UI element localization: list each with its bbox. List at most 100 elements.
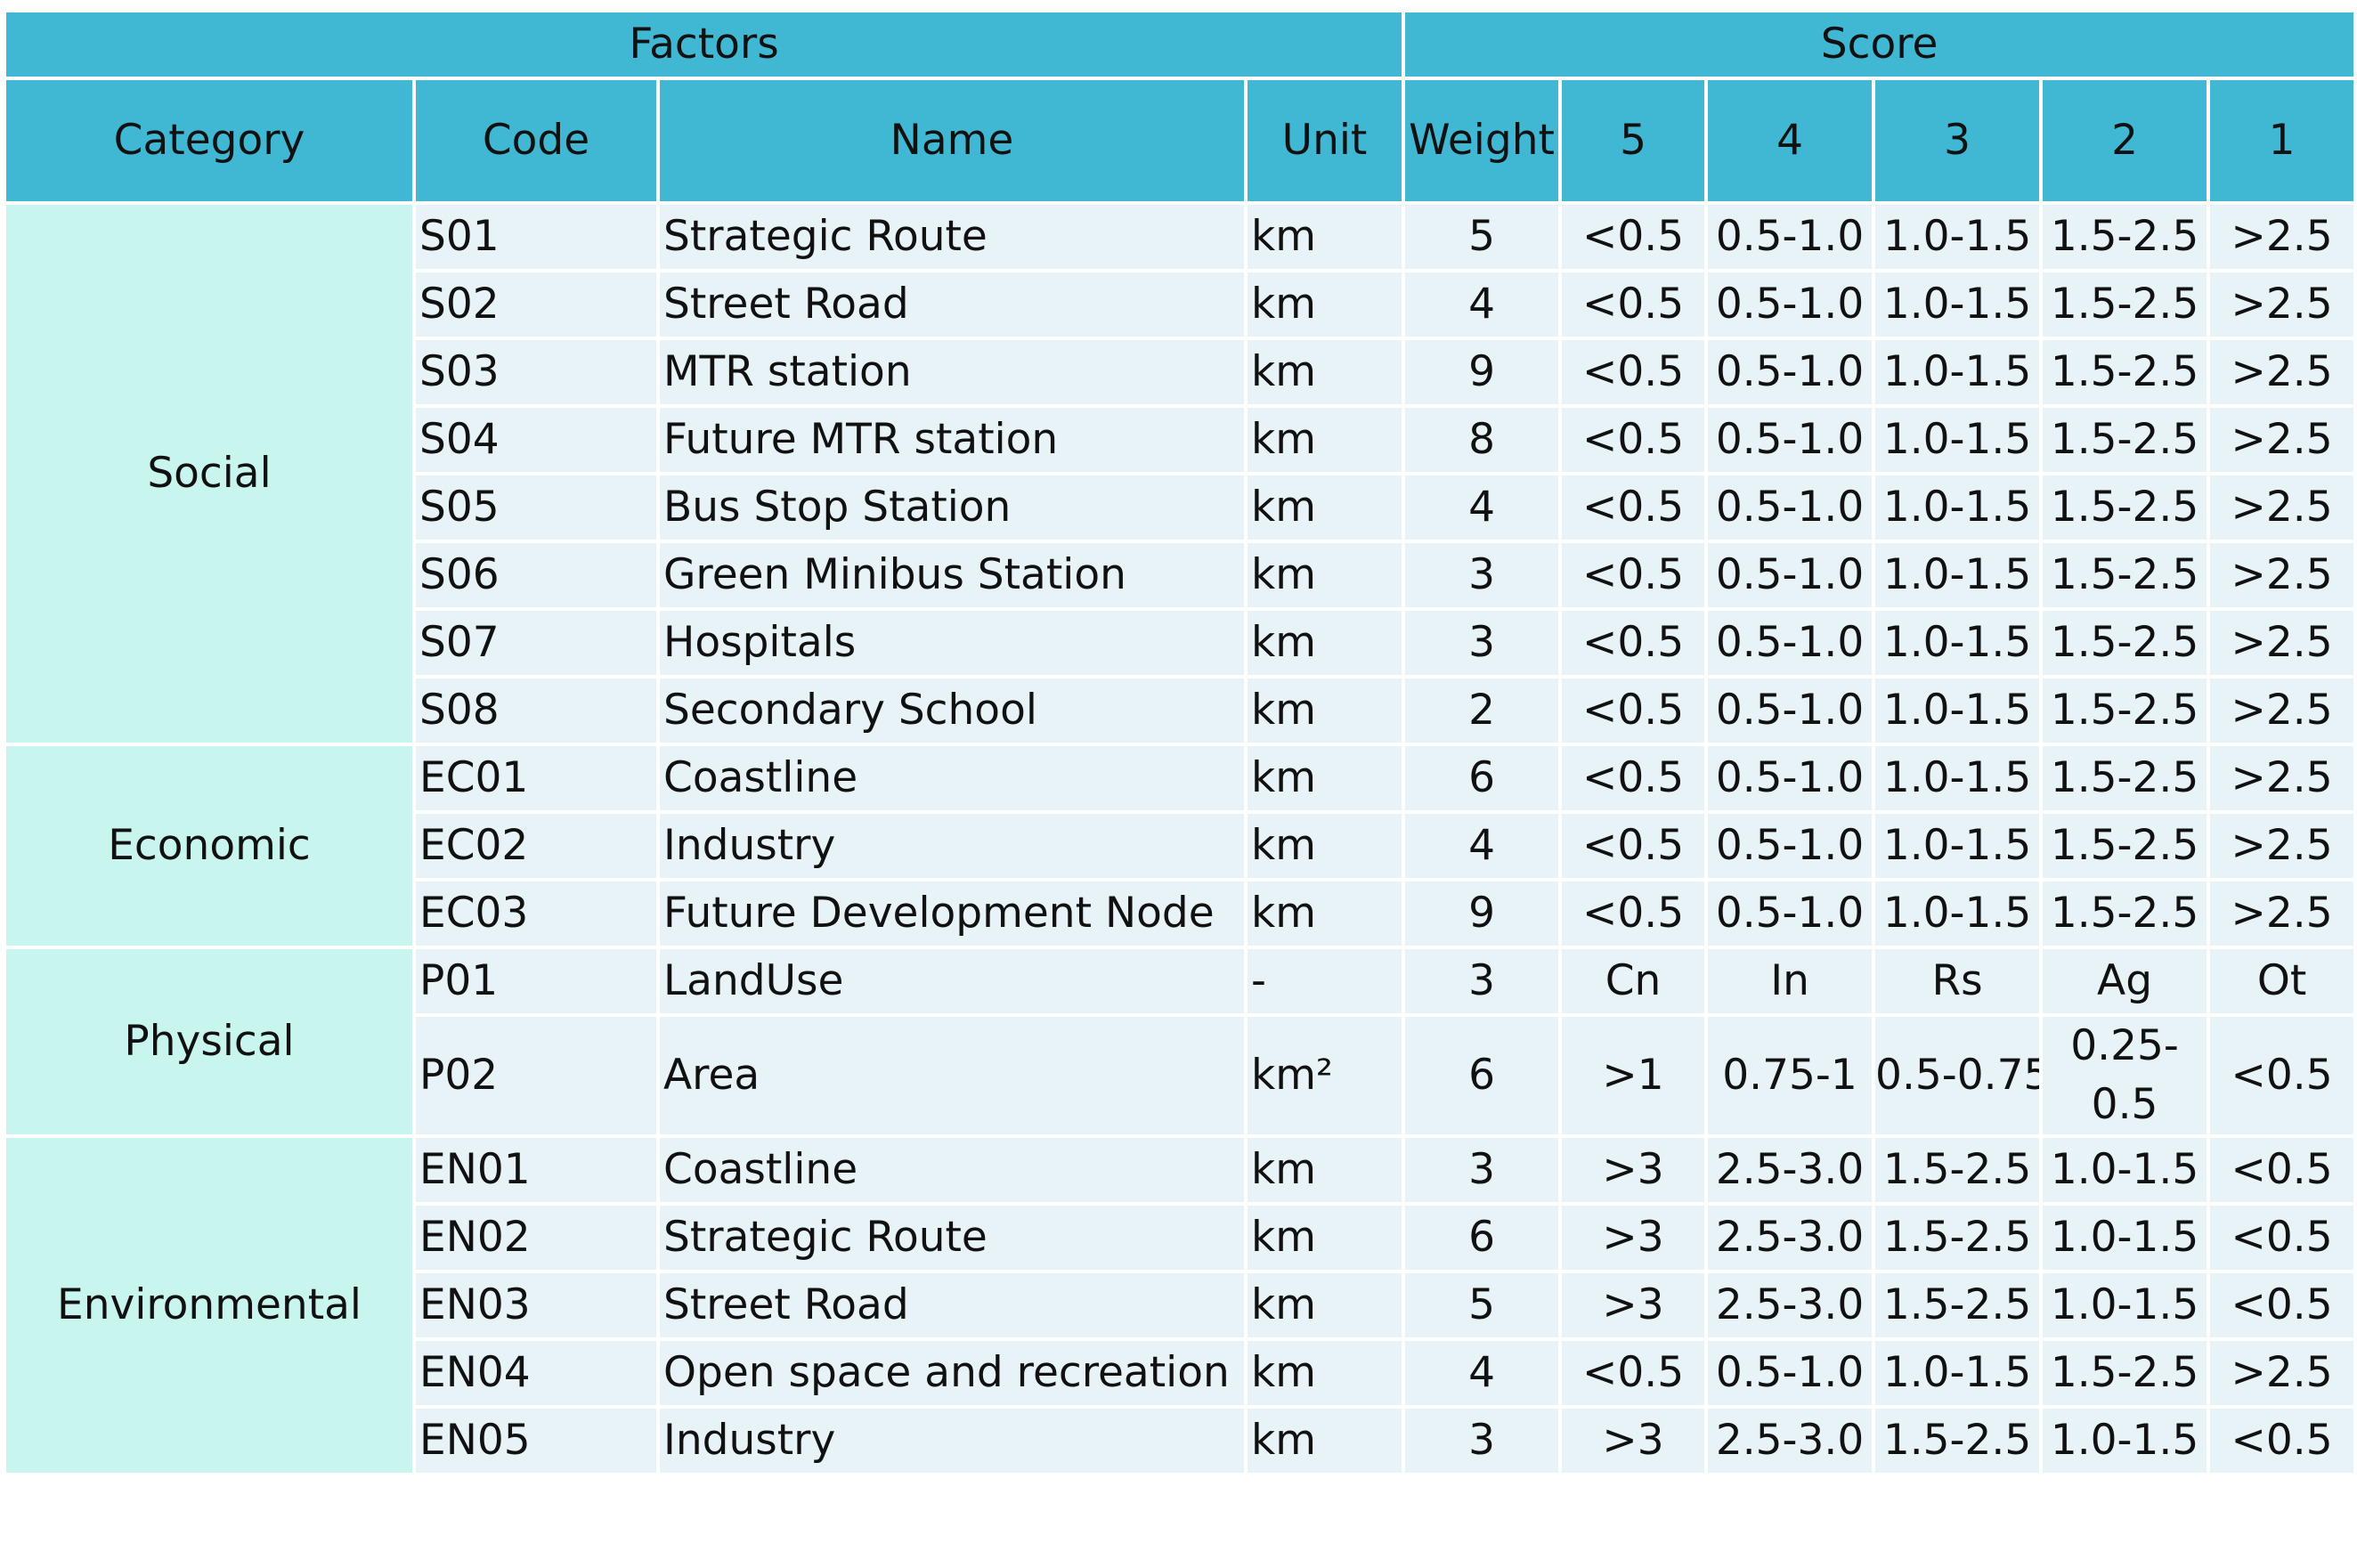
score-cell-3: 1.0-1.5 (1872, 472, 2044, 543)
score-cell-4: 0.5-1.0 (1704, 1337, 1876, 1409)
name-cell: Street Road (656, 1270, 1248, 1341)
score-cell-3: Rs (1872, 946, 2044, 1017)
table-row: P02 Area km² 6 >1 0.75-1 0.5-0.75 0.25-0.5 <0.5 (4, 1013, 2357, 1138)
unit-cell: - (1243, 946, 1406, 1017)
score-cell-2: 1.5-2.5 (2039, 404, 2211, 475)
weight-cell: 5 (1402, 201, 1563, 272)
score-cell-1: <0.5 (2207, 1405, 2357, 1476)
code-cell: S05 (412, 472, 660, 543)
code-cell: P02 (412, 1013, 660, 1138)
score-cell-1: >2.5 (2207, 743, 2357, 814)
table-row: S07 Hospitals km 3 <0.5 0.5-1.0 1.0-1.5 1.5-2.5… (4, 607, 2357, 678)
table-row: Social S01 Strategic Route km 5 <0.5 0.5-1.0 1.… (3, 201, 2357, 746)
score-cell-4: 0.75-1 (1704, 1013, 1876, 1138)
name-cell: LandUse (656, 946, 1248, 1017)
weight-cell: 6 (1402, 1013, 1563, 1138)
table-row: EN02 Strategic Route km 6 >3 2.5-3.0 1.5-2.5 1.… (4, 1202, 2357, 1273)
score-cell-1: >2.5 (2207, 404, 2357, 475)
score-cell-1: <0.5 (2207, 1134, 2357, 1206)
name-cell: Strategic Route (656, 1202, 1248, 1273)
score-cell-1: <0.5 (2207, 1270, 2357, 1341)
category-cell: Environmental (3, 1134, 416, 1476)
score-cell-4: 0.5-1.0 (1704, 540, 1876, 611)
score-cell-2: 0.25-0.5 (2039, 1013, 2211, 1138)
score-cell-4: 2.5-3.0 (1704, 1405, 1876, 1476)
header-row-columns: Category Code Name Unit Weight 5 4 3 2 1 (3, 77, 2357, 205)
score-cell-3: 1.0-1.5 (1872, 201, 2044, 272)
name-cell: Future MTR station (656, 404, 1248, 475)
score-cell-5: <0.5 (1558, 878, 1709, 949)
code-cell: EC01 (412, 743, 660, 814)
score-cell-4: 0.5-1.0 (1704, 878, 1876, 949)
unit-cell: km (1243, 269, 1406, 340)
unit-cell: km (1243, 472, 1406, 543)
score-cell-5: <0.5 (1558, 404, 1709, 475)
unit-cell: km (1243, 607, 1406, 678)
score-cell-3: 1.0-1.5 (1872, 810, 2044, 881)
code-cell: S08 (412, 675, 660, 746)
score-cell-3: 1.0-1.5 (1872, 540, 2044, 611)
name-cell: Bus Stop Station (656, 472, 1248, 543)
score-cell-5: >1 (1558, 1013, 1709, 1138)
header-score-1: 1 (2207, 77, 2357, 205)
header-category: Category (3, 77, 416, 205)
table-row: EN04 Open space and recreation km 4 <0.5 0.5-… (4, 1337, 2357, 1409)
unit-cell: km (1243, 1270, 1406, 1341)
score-cell-1: >2.5 (2207, 1337, 2357, 1409)
score-cell-2: 1.5-2.5 (2039, 878, 2211, 949)
category-cell: Social (3, 201, 416, 746)
weight-cell: 3 (1402, 946, 1563, 1017)
category-cell: Physical (3, 946, 416, 1138)
unit-cell: km (1243, 1202, 1406, 1273)
score-cell-2: 1.5-2.5 (2039, 607, 2211, 678)
score-cell-5: <0.5 (1558, 743, 1709, 814)
score-cell-2: 1.5-2.5 (2039, 337, 2211, 408)
score-cell-5: <0.5 (1558, 540, 1709, 611)
weight-cell: 9 (1402, 878, 1563, 949)
score-cell-4: 2.5-3.0 (1704, 1134, 1876, 1206)
score-cell-5: >3 (1558, 1202, 1709, 1273)
weight-cell: 5 (1402, 1270, 1563, 1341)
score-cell-5: >3 (1558, 1270, 1709, 1341)
table-row: EN03 Street Road km 5 >3 2.5-3.0 1.5-2.5 1.0-1.… (4, 1270, 2357, 1341)
score-cell-2: 1.5-2.5 (2039, 1337, 2211, 1409)
score-cell-5: <0.5 (1558, 472, 1709, 543)
weight-cell: 4 (1402, 269, 1563, 340)
table-row: Environmental EN01 Coastline km 3 >3 2.5-3.0 1.… (3, 1134, 2357, 1476)
code-cell: S03 (412, 337, 660, 408)
score-cell-1: >2.5 (2207, 810, 2357, 881)
code-cell: S07 (412, 607, 660, 678)
score-cell-1: Ot (2207, 946, 2357, 1017)
score-cell-5: <0.5 (1558, 810, 1709, 881)
unit-cell: km (1243, 675, 1406, 746)
score-cell-2: 1.0-1.5 (2039, 1270, 2211, 1341)
score-cell-4: 0.5-1.0 (1704, 404, 1876, 475)
header-score-2: 2 (2039, 77, 2211, 205)
weight-cell: 4 (1402, 1337, 1563, 1409)
weight-cell: 3 (1402, 1134, 1563, 1206)
unit-cell: km (1243, 337, 1406, 408)
code-cell: S04 (412, 404, 660, 475)
weight-cell: 6 (1402, 743, 1563, 814)
score-cell-5: >3 (1558, 1134, 1709, 1206)
unit-cell: km (1243, 810, 1406, 881)
score-cell-3: 1.0-1.5 (1872, 878, 2044, 949)
table-row: S04 Future MTR station km 8 <0.5 0.5-1.0 1.0-1… (4, 404, 2357, 475)
name-cell: Future Development Node (656, 878, 1248, 949)
weight-cell: 9 (1402, 337, 1563, 408)
score-cell-3: 1.5-2.5 (1872, 1134, 2044, 1206)
score-cell-1: >2.5 (2207, 540, 2357, 611)
score-cell-2: 1.5-2.5 (2039, 810, 2211, 881)
table-row: S03 MTR station km 9 <0.5 0.5-1.0 1.0-1.5 1.5-2… (4, 337, 2357, 408)
header-code: Code (412, 77, 660, 205)
code-cell: S01 (412, 201, 660, 272)
score-cell-3: 1.0-1.5 (1872, 743, 2044, 814)
name-cell: Open space and recreation (656, 1337, 1248, 1409)
weight-cell: 3 (1402, 540, 1563, 611)
score-cell-3: 1.0-1.5 (1872, 1337, 2044, 1409)
score-cell-2: 1.5-2.5 (2039, 201, 2211, 272)
weight-cell: 3 (1402, 1405, 1563, 1476)
header-weight: Weight (1402, 77, 1563, 205)
score-cell-5: <0.5 (1558, 269, 1709, 340)
name-cell: Industry (656, 810, 1248, 881)
